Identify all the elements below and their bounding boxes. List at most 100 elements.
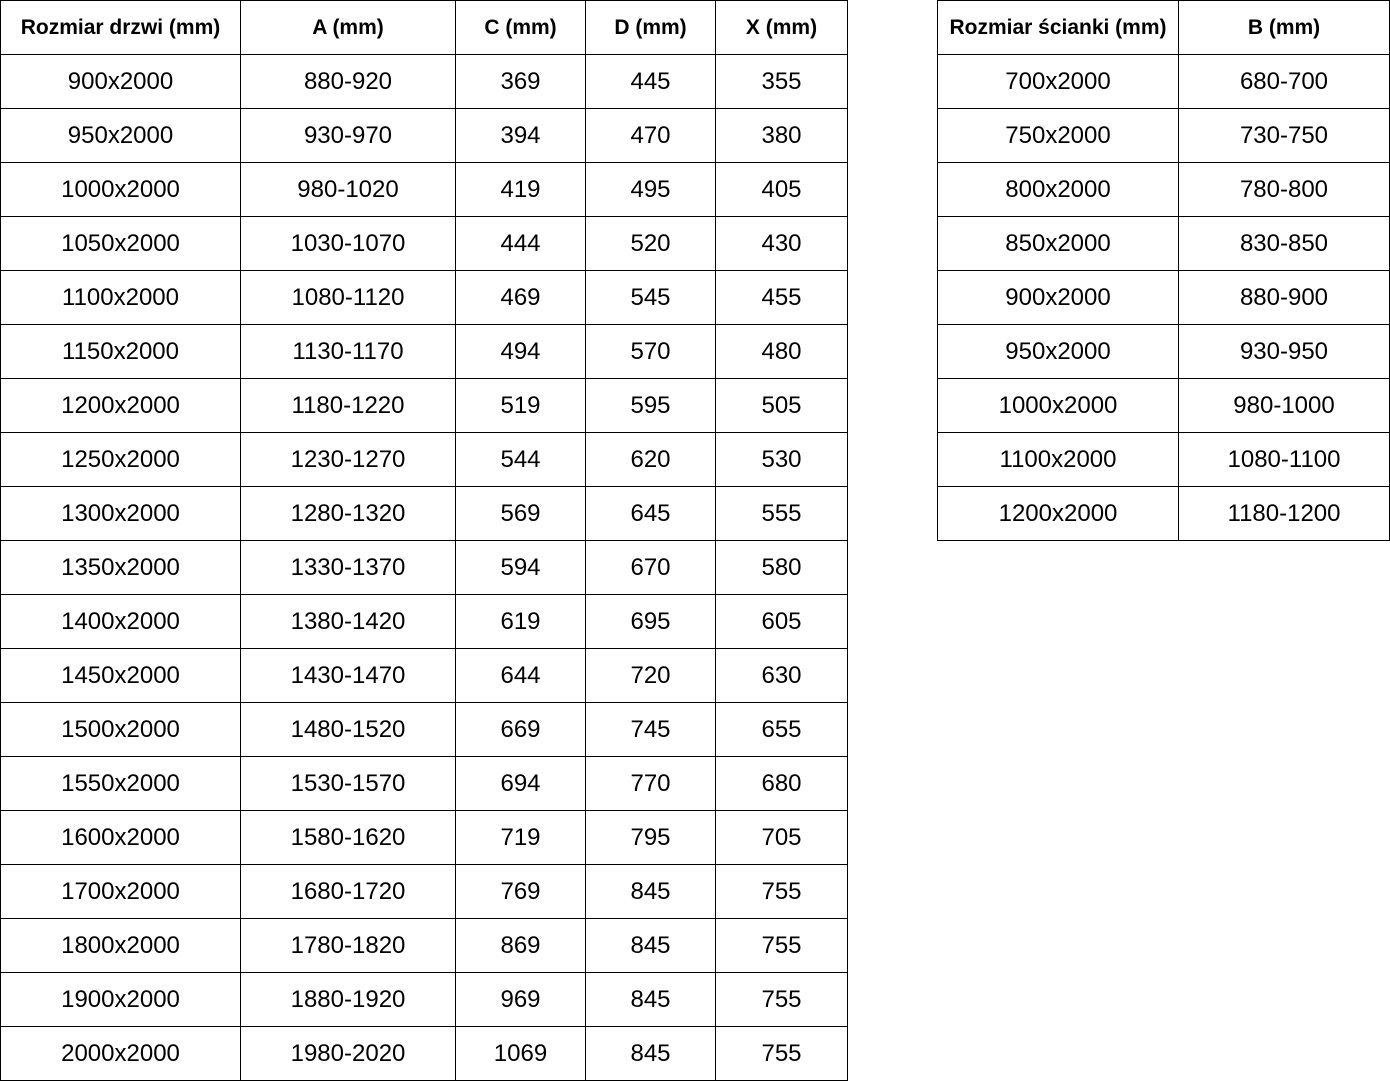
table-cell: 520: [585, 216, 716, 271]
table-row: 1000x2000 980-1000: [937, 378, 1390, 433]
table-cell: 1400x2000: [0, 594, 241, 649]
table-row: 1150x2000 1130-1170 494 570 480: [0, 324, 848, 379]
table-cell: 869: [455, 918, 586, 973]
table-cell: 570: [585, 324, 716, 379]
table-cell: 980-1020: [240, 162, 456, 217]
table-row: 1800x2000 1780-1820 869 845 755: [0, 918, 848, 973]
table-row: 1600x2000 1580-1620 719 795 705: [0, 810, 848, 865]
table-cell: 795: [585, 810, 716, 865]
table-row: 1250x2000 1230-1270 544 620 530: [0, 432, 848, 487]
table-cell: 620: [585, 432, 716, 487]
table-cell: 769: [455, 864, 586, 919]
table-cell: 480: [715, 324, 848, 379]
table-cell: 730-750: [1178, 108, 1390, 163]
table-cell: 1800x2000: [0, 918, 241, 973]
table-cell: 1500x2000: [0, 702, 241, 757]
table-cell: 595: [585, 378, 716, 433]
table-cell: 950x2000: [937, 324, 1179, 379]
table-cell: 680-700: [1178, 54, 1390, 109]
table-cell: 1300x2000: [0, 486, 241, 541]
table-cell: 850x2000: [937, 216, 1179, 271]
table-cell: 1530-1570: [240, 756, 456, 811]
table-cell: 530: [715, 432, 848, 487]
table-row: 1500x2000 1480-1520 669 745 655: [0, 702, 848, 757]
table-cell: 1150x2000: [0, 324, 241, 379]
table-cell: 700x2000: [937, 54, 1179, 109]
table-cell: 630: [715, 648, 848, 703]
table-cell: 1080-1100: [1178, 432, 1390, 487]
table-cell: 369: [455, 54, 586, 109]
table-cell: 1280-1320: [240, 486, 456, 541]
table-cell: 900x2000: [937, 270, 1179, 325]
table-cell: 470: [585, 108, 716, 163]
table-cell: 1050x2000: [0, 216, 241, 271]
table-cell: 1080-1120: [240, 270, 456, 325]
table-cell: 1130-1170: [240, 324, 456, 379]
table-row: 1100x2000 1080-1100: [937, 432, 1390, 487]
table-row: 900x2000 880-900: [937, 270, 1390, 325]
table-cell: 644: [455, 648, 586, 703]
table-cell: 505: [715, 378, 848, 433]
table-row: 1350x2000 1330-1370 594 670 580: [0, 540, 848, 595]
table-cell: 800x2000: [937, 162, 1179, 217]
table-cell: 670: [585, 540, 716, 595]
table-row: 950x2000 930-950: [937, 324, 1390, 379]
table-cell: 900x2000: [0, 54, 241, 109]
table-cell: 405: [715, 162, 848, 217]
table-cell: 594: [455, 540, 586, 595]
door-table-header-d: D (mm): [585, 0, 716, 55]
table-cell: 755: [715, 864, 848, 919]
table-cell: 1980-2020: [240, 1026, 456, 1081]
table-cell: 1100x2000: [0, 270, 241, 325]
table-cell: 1000x2000: [937, 378, 1179, 433]
table-cell: 355: [715, 54, 848, 109]
table-cell: 1680-1720: [240, 864, 456, 919]
table-cell: 645: [585, 486, 716, 541]
table-row: 850x2000 830-850: [937, 216, 1390, 271]
table-cell: 680: [715, 756, 848, 811]
door-table-header-row: Rozmiar drzwi (mm) A (mm) C (mm) D (mm) …: [0, 0, 848, 55]
table-cell: 1900x2000: [0, 972, 241, 1027]
table-row: 1100x2000 1080-1120 469 545 455: [0, 270, 848, 325]
table-cell: 720: [585, 648, 716, 703]
table-cell: 1250x2000: [0, 432, 241, 487]
table-cell: 830-850: [1178, 216, 1390, 271]
table-cell: 770: [585, 756, 716, 811]
table-cell: 930-970: [240, 108, 456, 163]
table-cell: 669: [455, 702, 586, 757]
table-cell: 845: [585, 1026, 716, 1081]
table-row: 1550x2000 1530-1570 694 770 680: [0, 756, 848, 811]
table-row: 1200x2000 1180-1200: [937, 486, 1390, 541]
table-cell: 1700x2000: [0, 864, 241, 919]
table-cell: 394: [455, 108, 586, 163]
table-cell: 845: [585, 972, 716, 1027]
table-cell: 2000x2000: [0, 1026, 241, 1081]
table-row: 1000x2000 980-1020 419 495 405: [0, 162, 848, 217]
table-cell: 1350x2000: [0, 540, 241, 595]
table-cell: 380: [715, 108, 848, 163]
wall-panel-size-table: Rozmiar ścianki (mm) B (mm) 700x2000 680-…: [937, 0, 1390, 541]
table-row: 800x2000 780-800: [937, 162, 1390, 217]
table-row: 750x2000 730-750: [937, 108, 1390, 163]
door-table-header-x: X (mm): [715, 0, 848, 55]
wall-table-header-row: Rozmiar ścianki (mm) B (mm): [937, 0, 1390, 55]
table-cell: 880-920: [240, 54, 456, 109]
table-cell: 455: [715, 270, 848, 325]
table-cell: 1030-1070: [240, 216, 456, 271]
table-cell: 1180-1200: [1178, 486, 1390, 541]
table-cell: 1200x2000: [0, 378, 241, 433]
table-cell: 745: [585, 702, 716, 757]
table-cell: 695: [585, 594, 716, 649]
table-row: 1050x2000 1030-1070 444 520 430: [0, 216, 848, 271]
table-cell: 719: [455, 810, 586, 865]
table-cell: 1100x2000: [937, 432, 1179, 487]
table-cell: 469: [455, 270, 586, 325]
table-cell: 545: [585, 270, 716, 325]
table-cell: 755: [715, 972, 848, 1027]
table-row: 1400x2000 1380-1420 619 695 605: [0, 594, 848, 649]
table-cell: 1580-1620: [240, 810, 456, 865]
table-cell: 1600x2000: [0, 810, 241, 865]
table-cell: 1000x2000: [0, 162, 241, 217]
table-cell: 705: [715, 810, 848, 865]
table-cell: 494: [455, 324, 586, 379]
